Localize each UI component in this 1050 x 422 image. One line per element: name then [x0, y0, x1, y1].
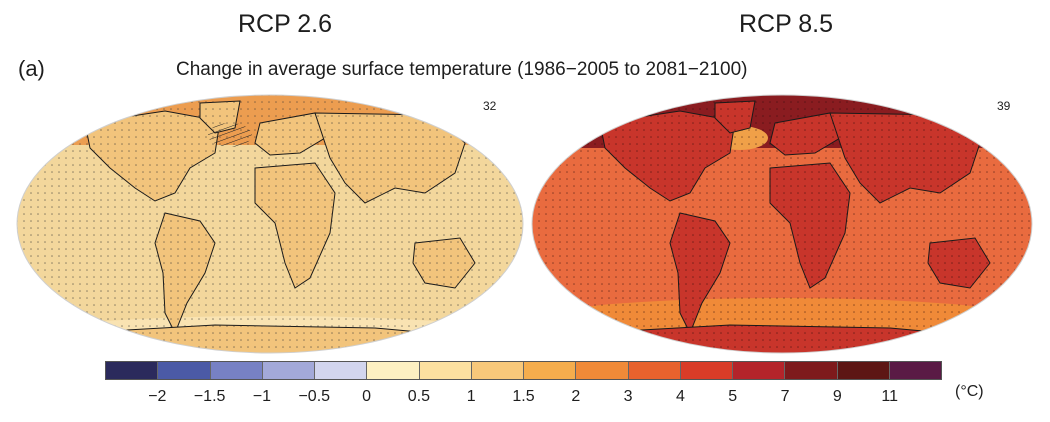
colorbar-tick-label: 3	[623, 388, 633, 405]
map-rcp85	[531, 94, 1033, 354]
colorbar-cell	[680, 361, 733, 380]
panel-label: (a)	[18, 56, 45, 81]
colorbar-tick-label: 4	[675, 388, 685, 405]
colorbar-tick-label: 1	[466, 388, 476, 405]
colorbar-tick-label: 0.5	[407, 388, 430, 405]
colorbar-cell	[419, 361, 472, 380]
colorbar-cell	[524, 361, 577, 380]
colorbar-cell	[315, 361, 368, 380]
colorbar-tick-label: −2	[148, 388, 167, 405]
model-count-rcp26: 32	[483, 99, 497, 113]
figure-subtitle: Change in average surface temperature (1…	[176, 59, 748, 80]
colorbar-cell	[785, 361, 838, 380]
colorbar-cell	[576, 361, 629, 380]
colorbar-tick-label: −0.5	[298, 388, 331, 405]
model-count-rcp85: 39	[997, 99, 1011, 113]
stippling	[17, 95, 523, 353]
map-title-rcp26: RCP 2.6	[238, 10, 333, 38]
colorbar-cell	[105, 361, 159, 380]
colorbar-tick-label: 0	[362, 388, 372, 405]
colorbar-cell	[367, 361, 420, 380]
colorbar-tick-label: 1.5	[512, 388, 535, 405]
colorbar-cell	[471, 361, 524, 380]
colorbar-cell	[628, 361, 681, 380]
colorbar-tick-label: 5	[728, 388, 738, 405]
colorbar-tick-label: 11	[881, 388, 898, 405]
colorbar-cell	[158, 361, 211, 380]
colorbar-tick-label: 7	[780, 388, 790, 405]
colorbar-tick-label: −1	[252, 388, 272, 405]
colorbar-unit: (°C)	[955, 383, 984, 400]
colorbar-cell	[889, 361, 942, 380]
colorbar-tick-label: 9	[832, 388, 842, 405]
colorbar-cell	[837, 361, 890, 380]
colorbar-cell	[733, 361, 786, 380]
colorbar-tick-label: 2	[571, 388, 581, 405]
map-title-rcp85: RCP 8.5	[739, 10, 834, 38]
map-rcp26	[16, 94, 524, 354]
stippling	[532, 95, 1032, 353]
colorbar-tick-label: −1.5	[193, 388, 226, 405]
colorbar-cell	[262, 361, 315, 380]
colorbar	[105, 361, 942, 380]
colorbar-cell	[210, 361, 263, 380]
